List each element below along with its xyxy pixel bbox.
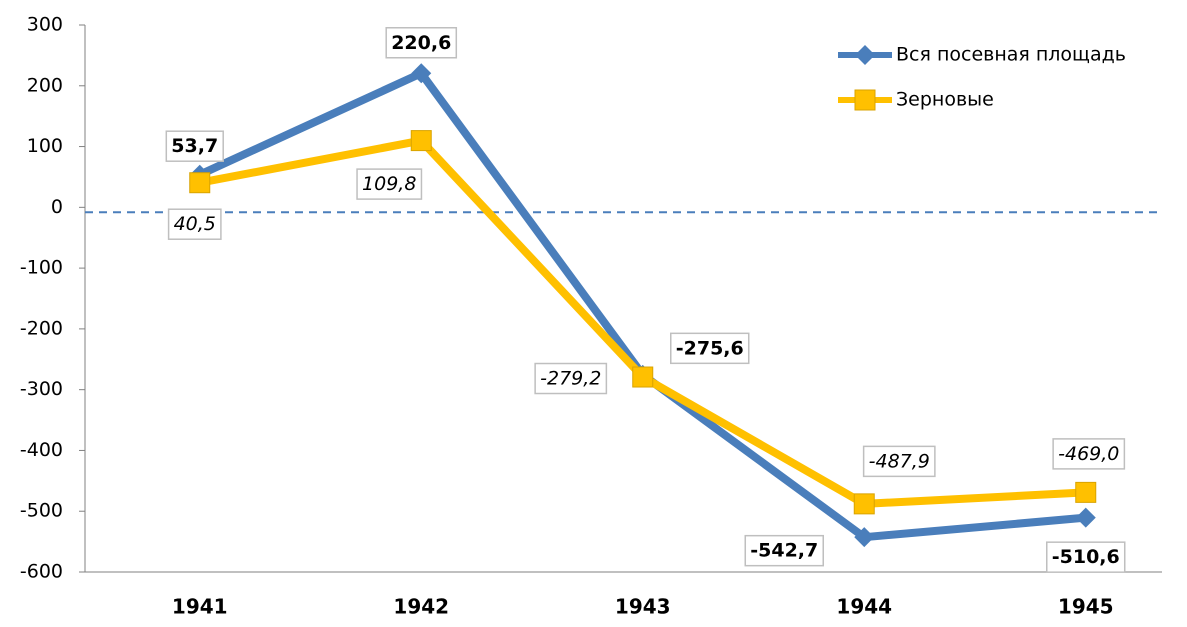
x-tick-label: 1941 bbox=[172, 595, 228, 619]
data-point bbox=[1075, 507, 1096, 528]
data-label-box bbox=[670, 332, 750, 365]
data-point bbox=[854, 527, 875, 548]
x-tick-label: 1944 bbox=[836, 595, 892, 619]
legend-marker bbox=[854, 89, 876, 111]
data-point bbox=[1075, 481, 1097, 503]
legend-label: Зерновые bbox=[896, 89, 994, 111]
data-label: -279,2 bbox=[540, 368, 601, 390]
data-label-box bbox=[165, 130, 224, 162]
y-tick-label: 200 bbox=[27, 74, 63, 96]
data-label-box bbox=[744, 534, 824, 567]
data-label: 109,8 bbox=[362, 173, 416, 195]
data-label: -275,6 bbox=[676, 337, 744, 359]
data-label-box bbox=[862, 445, 936, 478]
y-tick-label: -100 bbox=[20, 257, 63, 279]
series-line bbox=[199, 136, 1086, 508]
data-label: 40,5 bbox=[174, 213, 216, 235]
data-label-box bbox=[1052, 438, 1126, 470]
x-tick-label: 1943 bbox=[615, 595, 671, 619]
x-tick-label: 1942 bbox=[393, 595, 449, 619]
data-label: -469,0 bbox=[1058, 443, 1119, 465]
data-label-box bbox=[356, 168, 423, 200]
legend-marker bbox=[855, 45, 875, 65]
data-point bbox=[632, 366, 654, 388]
y-tick-label: -400 bbox=[20, 439, 63, 461]
data-label: -487,9 bbox=[869, 450, 930, 472]
data-label: 220,6 bbox=[391, 32, 451, 54]
data-label-box bbox=[385, 27, 458, 59]
legend-label: Вся посевная площадь bbox=[896, 44, 1126, 66]
data-label-box bbox=[1046, 541, 1126, 573]
data-label: 53,7 bbox=[171, 135, 218, 157]
y-tick-label: -600 bbox=[20, 561, 63, 583]
y-tick-label: 100 bbox=[27, 135, 63, 157]
x-tick-label: 1945 bbox=[1058, 595, 1114, 619]
data-label: -510,6 bbox=[1052, 546, 1120, 568]
data-label-box bbox=[167, 208, 222, 240]
y-tick-label: 0 bbox=[51, 196, 63, 218]
data-point bbox=[189, 172, 211, 194]
series-line bbox=[198, 69, 1087, 542]
data-label-box bbox=[534, 362, 608, 395]
y-tick-label: -500 bbox=[20, 500, 63, 522]
y-tick-label: 300 bbox=[27, 14, 63, 36]
y-tick-label: -200 bbox=[20, 317, 63, 339]
y-tick-label: -300 bbox=[20, 378, 63, 400]
data-label: -542,7 bbox=[750, 540, 818, 562]
data-point bbox=[410, 130, 432, 152]
data-point bbox=[853, 493, 875, 515]
data-point bbox=[411, 63, 432, 84]
